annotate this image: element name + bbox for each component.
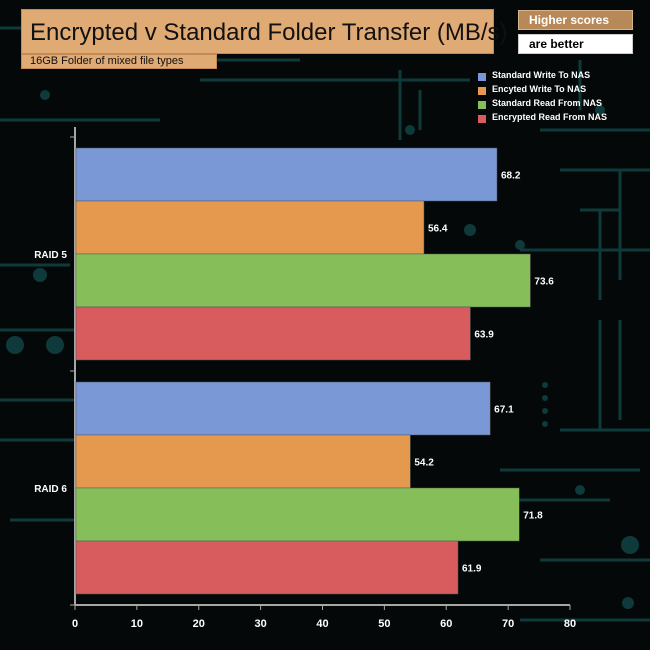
- bar: [75, 306, 471, 361]
- legend-label: Encyted Write To NAS: [492, 84, 587, 94]
- x-tick-label: 60: [440, 618, 452, 630]
- bar: [75, 200, 425, 255]
- bar: [75, 253, 531, 308]
- x-tick-label: 10: [131, 618, 143, 630]
- higher-scores-note: Higher scores: [518, 10, 633, 30]
- chart-title: Encrypted v Standard Folder Transfer (MB…: [30, 19, 508, 46]
- chart-subtitle: 16GB Folder of mixed file types: [30, 55, 184, 67]
- bar: [75, 381, 491, 436]
- better-note: are better: [518, 34, 633, 54]
- x-tick-label: 70: [502, 618, 514, 630]
- bar: [75, 434, 411, 489]
- legend-label: Encrypted Read From NAS: [492, 112, 608, 122]
- bar: [75, 487, 520, 542]
- category-label: RAID 6: [34, 484, 67, 495]
- x-tick-label: 20: [193, 618, 205, 630]
- data-label: 73.6: [534, 277, 554, 288]
- category-label: RAID 5: [34, 250, 67, 261]
- subtitle-box: 16GB Folder of mixed file types: [21, 54, 217, 69]
- bar: [75, 147, 498, 202]
- data-label: 56.4: [428, 224, 448, 235]
- legend-swatch: [478, 87, 486, 95]
- x-tick-label: 0: [72, 618, 78, 630]
- legend-swatch: [478, 101, 486, 109]
- data-label: 68.2: [501, 171, 521, 182]
- legend-label: Standard Read From NAS: [492, 98, 603, 108]
- x-tick-label: 30: [255, 618, 267, 630]
- data-label: 61.9: [462, 564, 482, 575]
- title-box: Encrypted v Standard Folder Transfer (MB…: [21, 9, 508, 54]
- better-text: are better: [529, 37, 584, 51]
- legend-swatch: [478, 73, 486, 81]
- higher-scores-text: Higher scores: [529, 13, 610, 27]
- bar: [75, 540, 459, 595]
- legend-swatch: [478, 115, 486, 123]
- data-label: 54.2: [414, 458, 434, 469]
- data-label: 67.1: [494, 405, 514, 416]
- x-tick-label: 50: [378, 618, 390, 630]
- legend-label: Standard Write To NAS: [492, 70, 591, 80]
- x-tick-label: 80: [564, 618, 576, 630]
- data-label: 71.8: [523, 511, 543, 522]
- data-label: 63.9: [474, 330, 494, 341]
- x-tick-label: 40: [316, 618, 328, 630]
